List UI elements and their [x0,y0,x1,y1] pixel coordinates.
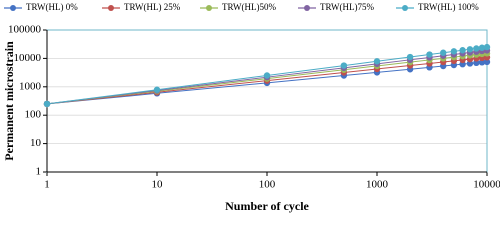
data-point [459,47,466,54]
x-tick-label: 1000 [366,179,389,191]
x-tick-label: 10000 [473,179,500,191]
legend-marker [206,5,212,11]
y-axis-title: Permanent microstrain [2,41,16,161]
legend-label: TRW(HL) 0% [26,2,78,12]
legend-label: TRW(HL) 25% [124,2,181,12]
data-point [43,100,51,108]
data-point [483,58,491,66]
data-point [478,44,486,51]
data-point [466,46,474,53]
chart: Number of cycle Permanent microstrain 11… [2,2,500,213]
data-point [473,45,480,52]
x-tick-label: 1 [44,179,50,191]
legend-label: TRW(HL)50% [222,2,276,12]
legend-label: TRW(HL) 100% [418,2,479,12]
legend-marker [108,5,114,11]
x-tick-label: 10 [152,179,164,191]
data-point [450,48,458,55]
y-tick-label: 1 [36,166,42,178]
y-tick-label: 100000 [8,24,42,36]
y-tick-label: 100 [25,109,42,121]
y-tick-label: 10 [30,137,42,149]
data-point [406,53,414,61]
y-tick-label: 10000 [14,52,42,64]
data-point [483,43,491,51]
data-point [478,59,486,66]
data-point [340,62,348,69]
data-point [153,86,161,93]
y-tick-label: 1000 [19,80,42,92]
data-point [426,51,433,58]
x-tick-label: 100 [259,179,276,191]
legend-label: TRW(HL)75% [320,2,374,12]
data-point [473,59,480,67]
data-point [373,58,381,65]
x-axis-title: Number of cycle [225,199,309,213]
data-point [263,72,271,79]
legend-marker [402,5,408,11]
legend-marker [10,5,16,11]
plot-frame [46,29,488,173]
data-point [440,49,447,56]
legend-marker [304,5,310,11]
